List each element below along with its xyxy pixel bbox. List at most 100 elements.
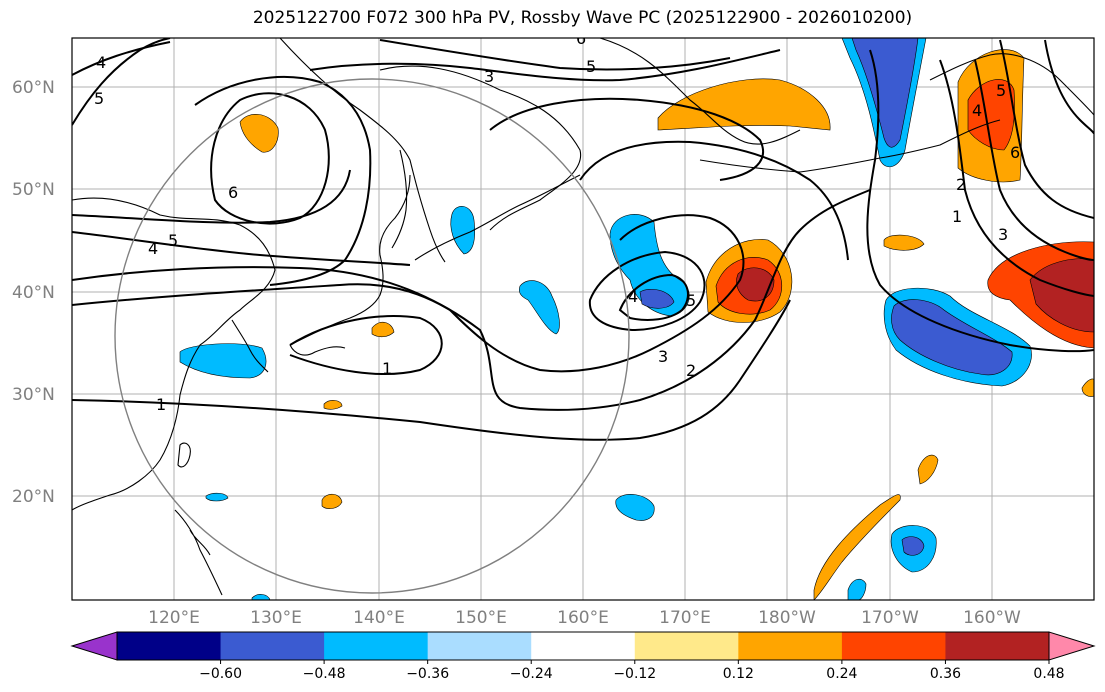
pos-anomaly-small-6	[1081, 378, 1094, 397]
contour-label: 5	[996, 81, 1006, 100]
pv-contour-east-2	[939, 59, 1094, 297]
pv-contour-north-arc	[489, 97, 765, 181]
lon-label-160e: 160°E	[557, 608, 609, 628]
neg-anomaly-small-west	[205, 492, 229, 502]
contour-label: 2	[956, 175, 966, 194]
contour-label: 3	[484, 67, 494, 86]
neg-anomaly-central-inner	[639, 289, 675, 309]
figure-title: 2025122700 F072 300 hPa PV, Rossby Wave …	[252, 8, 913, 28]
latitude-labels: 60°N 50°N 40°N 30°N 20°N	[12, 78, 55, 507]
pv-contour-6-trough	[210, 92, 330, 225]
pos-anomaly-alaska-inner	[967, 79, 1015, 151]
neg-anomaly-south-3	[901, 536, 925, 556]
colorbar-tick-label: −0.48	[303, 666, 346, 682]
contour-label: 5	[686, 291, 696, 310]
contour-label: 4	[96, 53, 106, 72]
lon-label-170e: 170°E	[659, 608, 711, 628]
coast-asia-mainland	[72, 197, 276, 511]
pos-anomaly-small-1	[917, 454, 939, 485]
lon-label-130e: 130°E	[250, 608, 302, 628]
pv-contour-1-south	[72, 299, 791, 441]
pv-contour-1-inner	[289, 315, 443, 375]
coast-kurils	[414, 174, 581, 261]
pv-contour-4-loop	[588, 250, 706, 332]
pos-anomaly-east-inner	[1029, 258, 1094, 333]
pv-contour-2	[72, 189, 871, 411]
neg-anomaly-small-east-1	[518, 280, 560, 335]
coast-philippines	[174, 509, 223, 596]
colorbar-segment	[945, 632, 1050, 660]
pv-contour-far-west	[72, 38, 171, 126]
lon-label-180w: 180°W	[758, 608, 816, 628]
map-frame	[71, 37, 1095, 601]
colorbar: −0.60 −0.48 −0.36 −0.24 −0.12 0.12 0.24 0.36 0.4…	[70, 631, 1096, 682]
coast-taiwan	[177, 442, 191, 468]
contour-labels: 4 5 3 5 6 6 5 4 1 1 4 5 3 2 2 1 5 4 6 3	[94, 29, 1020, 414]
coast-kyushu	[289, 344, 346, 356]
colorbar-segment	[634, 632, 739, 660]
contour-label: 1	[952, 207, 962, 226]
pv-contour-north-arc-2	[309, 49, 781, 82]
coast-okhotsk-east	[379, 65, 582, 231]
lon-label-170w: 170°W	[861, 608, 919, 628]
colorbar-tick-label: 0.48	[1033, 666, 1064, 682]
contour-label: 5	[94, 89, 104, 108]
contour-label: 5	[586, 57, 596, 76]
pv-contour-5-loop	[618, 273, 689, 321]
lat-label-30n: 30°N	[12, 385, 55, 405]
colorbar-segment	[324, 632, 429, 660]
pv-contour-far-west-2	[72, 41, 171, 76]
coast-alaska	[929, 53, 1094, 116]
pv-contour-east-4	[999, 39, 1094, 219]
coast-aleutians	[699, 119, 1001, 173]
colorbar-segment	[841, 632, 946, 660]
lat-label-50n: 50°N	[12, 180, 55, 200]
lat-label-20n: 20°N	[12, 487, 55, 507]
neg-anomaly-kuril	[450, 206, 475, 255]
lon-label-150e: 150°E	[455, 608, 507, 628]
colorbar-tick-label: −0.36	[406, 666, 449, 682]
colorbar-tick-label: −0.24	[510, 666, 553, 682]
coast-sakhalin	[391, 149, 408, 249]
colorbar-tick-label: 0.36	[930, 666, 961, 682]
contour-label: 3	[658, 347, 668, 366]
colorbar-arrow-max	[1048, 631, 1096, 661]
colorbar-tick-label: −0.60	[199, 666, 242, 682]
lon-label-120e: 120°E	[148, 608, 200, 628]
contour-label: 6	[1010, 143, 1020, 162]
pos-anomaly-sea-of-okhotsk	[239, 114, 279, 153]
lon-label-160w: 160°W	[963, 608, 1021, 628]
colorbar-segment	[220, 632, 325, 660]
neg-anomaly-bering-inner	[851, 38, 919, 148]
colorbar-tick-label: 0.12	[723, 666, 754, 682]
neg-anomaly-small-south-west	[251, 594, 271, 600]
neg-anomaly-japan-sea	[179, 343, 267, 379]
contour-label: 1	[382, 359, 392, 378]
anomaly-fills	[179, 38, 1094, 600]
pv-contour-trough-outer	[194, 76, 372, 286]
coast-korea	[231, 319, 269, 373]
lat-label-60n: 60°N	[12, 78, 55, 98]
pv-contour-4-west	[72, 231, 411, 266]
coast-japan	[289, 174, 411, 346]
contour-label: 4	[628, 287, 638, 306]
contour-label: 4	[148, 239, 158, 258]
pv-contour-north-arc-3	[379, 39, 731, 71]
lon-label-140e: 140°E	[353, 608, 405, 628]
pos-anomaly-small-3	[321, 493, 343, 509]
coastlines	[72, 38, 1094, 596]
colorbar-segment	[531, 632, 636, 660]
pos-anomaly-small-5	[323, 400, 343, 410]
pos-anomaly-subtropical-band	[813, 494, 901, 600]
contour-label: 6	[576, 29, 586, 48]
radius-circle	[114, 78, 630, 594]
pv-contour-3	[72, 214, 745, 373]
coast-kamchatka	[599, 38, 801, 145]
contour-label: 5	[168, 231, 178, 250]
contour-label: 3	[998, 225, 1008, 244]
colorbar-segment	[738, 632, 843, 660]
pv-contour-east-5	[1044, 39, 1094, 135]
pv-contour-ridge-east	[579, 140, 849, 261]
longitude-labels: 120°E 130°E 140°E 150°E 160°E 170°E 180°…	[148, 608, 1021, 628]
